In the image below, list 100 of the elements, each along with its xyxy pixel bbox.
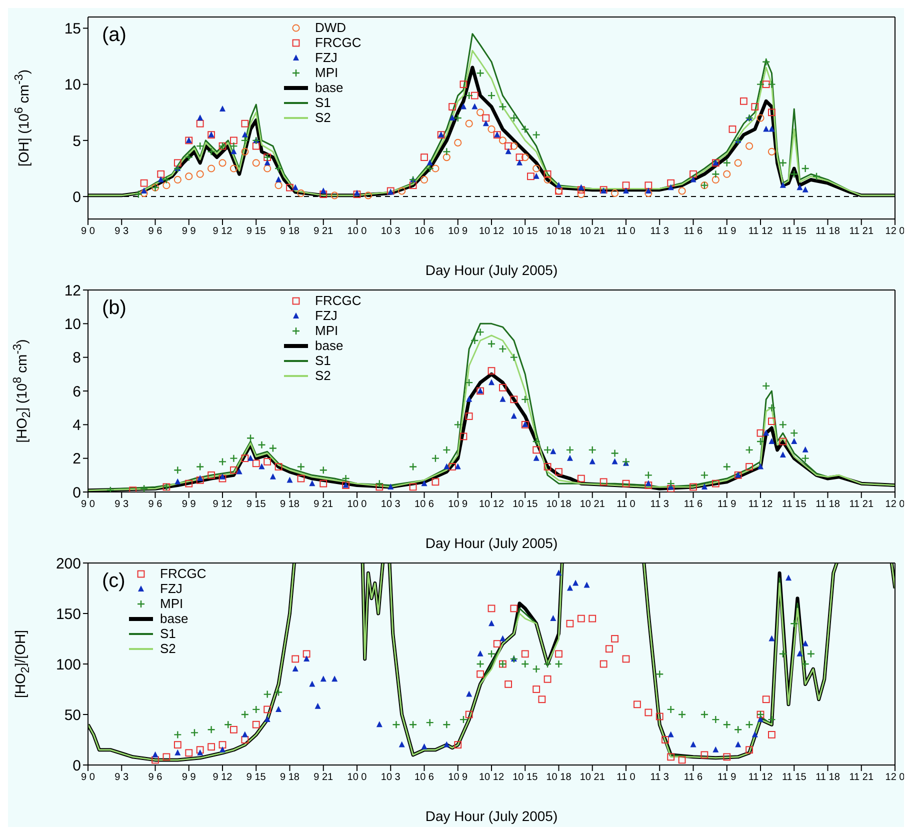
x-tick-label: 12 0 [885,499,906,510]
x-tick-label: 11 18 [816,499,840,510]
x-tick-label: 9 6 [148,772,163,784]
legend-label: FZJ [315,308,338,323]
legend-label: base [160,611,188,626]
legend-label: FRCGC [315,35,362,50]
x-tick-label: 11 0 [616,499,636,510]
legend-label: MPI [315,65,338,80]
x-tick-label: 9 15 [246,499,266,510]
legend-label: FRCGC [160,566,206,581]
legend-label: FRCGC [315,293,362,308]
y-tick-label: 10 [64,76,81,94]
x-tick-label: 10 18 [546,772,572,784]
y-tick-label: 200 [56,555,81,572]
y-tick-label: 0 [72,757,81,774]
legend-label: base [315,338,344,353]
x-tick-label: 9 9 [182,772,196,784]
legend-label: S2 [315,110,331,125]
x-tick-label: 9 12 [212,226,233,238]
legend-label: FZJ [315,50,338,65]
x-tick-label: 9 21 [314,226,334,238]
legend-label: FZJ [160,581,182,596]
x-tick-label: 11 6 [684,772,704,784]
x-tick-label: 10 18 [546,499,572,510]
x-axis-title: Day Hour (July 2005) [425,535,558,551]
x-tick-label: 11 21 [849,772,874,784]
annotation: (a) [102,24,126,47]
x-tick-label: 12 0 [885,772,906,784]
y-tick-label: 10 [64,316,81,333]
x-tick-label: 10 18 [546,226,572,238]
y-tick-label: 4 [72,416,81,434]
x-tick-label: 10 3 [380,226,401,238]
x-tick-label: 11 18 [816,772,840,784]
x-tick-label: 10 21 [580,499,606,510]
x-tick-label: 9 12 [212,772,233,784]
x-tick-label: 10 9 [448,772,468,784]
y-tick-label: 0 [72,484,81,502]
legend-label: S1 [315,353,331,368]
x-tick-label: 10 12 [478,499,504,510]
x-tick-label: 11 21 [849,226,874,238]
x-tick-label: 10 15 [512,226,538,238]
x-tick-label: 11 15 [782,772,807,784]
x-tick-label: 10 0 [347,226,368,238]
y-tick-label: 12 [64,282,81,300]
x-tick-label: 11 6 [684,499,704,510]
legend-label: base [315,80,344,95]
x-tick-label: 9 9 [182,499,196,510]
x-tick-label: 10 21 [580,772,606,784]
x-tick-label: 9 18 [280,226,300,238]
y-tick-label: 0 [72,188,81,206]
y-tick-label: 15 [64,20,81,38]
x-tick-label: 10 15 [512,772,538,784]
x-axis-title: Day Hour (July 2005) [425,262,558,278]
x-tick-label: 10 6 [414,499,434,510]
y-tick-label: 150 [56,606,81,623]
x-tick-label: 9 6 [148,226,163,238]
x-tick-label: 9 0 [81,226,96,238]
x-tick-label: 11 9 [718,499,737,510]
x-tick-label: 9 3 [114,772,130,784]
annotation: (c) [102,570,126,593]
x-tick-label: 10 6 [414,226,434,238]
x-tick-label: 11 12 [748,499,774,510]
x-tick-label: 9 18 [280,772,300,784]
x-tick-label: 11 21 [849,499,874,510]
x-tick-label: 11 12 [748,226,774,238]
x-tick-label: 9 3 [114,499,130,510]
x-tick-label: 9 15 [246,226,266,238]
y-tick-label: 100 [56,656,81,674]
x-tick-label: 9 21 [314,499,334,510]
x-tick-label: 9 15 [246,772,266,784]
legend-label: S1 [315,95,331,110]
y-tick-label: 50 [64,706,81,724]
x-tick-label: 9 21 [314,772,334,784]
x-tick-label: 11 9 [718,226,737,238]
legend-label: S1 [160,626,176,641]
x-tick-label: 10 3 [380,772,401,784]
x-tick-label: 11 0 [616,226,636,238]
x-tick-label: 11 3 [650,499,670,510]
x-tick-label: 11 0 [616,772,636,784]
x-tick-label: 10 9 [448,499,468,510]
x-tick-label: 11 6 [684,226,704,238]
y-tick-label: 2 [72,450,81,468]
x-tick-label: 9 0 [81,499,96,510]
x-tick-label: 11 3 [650,772,670,784]
x-tick-label: 10 9 [448,226,468,238]
x-tick-label: 10 21 [580,226,606,238]
x-tick-label: 9 6 [148,499,163,510]
x-tick-label: 10 15 [512,499,538,510]
x-axis-title: Day Hour (July 2005) [425,808,558,824]
annotation: (b) [102,297,126,320]
x-tick-label: 11 12 [748,772,774,784]
x-tick-label: 9 3 [114,226,130,238]
x-tick-label: 11 3 [650,226,670,238]
x-tick-label: 10 0 [347,499,368,510]
x-tick-label: 11 15 [782,499,807,510]
x-tick-label: 9 18 [280,499,300,510]
x-tick-label: 11 15 [782,226,807,238]
y-tick-label: 8 [72,350,81,367]
x-tick-label: 9 12 [212,499,233,510]
x-tick-label: 10 12 [478,226,504,238]
